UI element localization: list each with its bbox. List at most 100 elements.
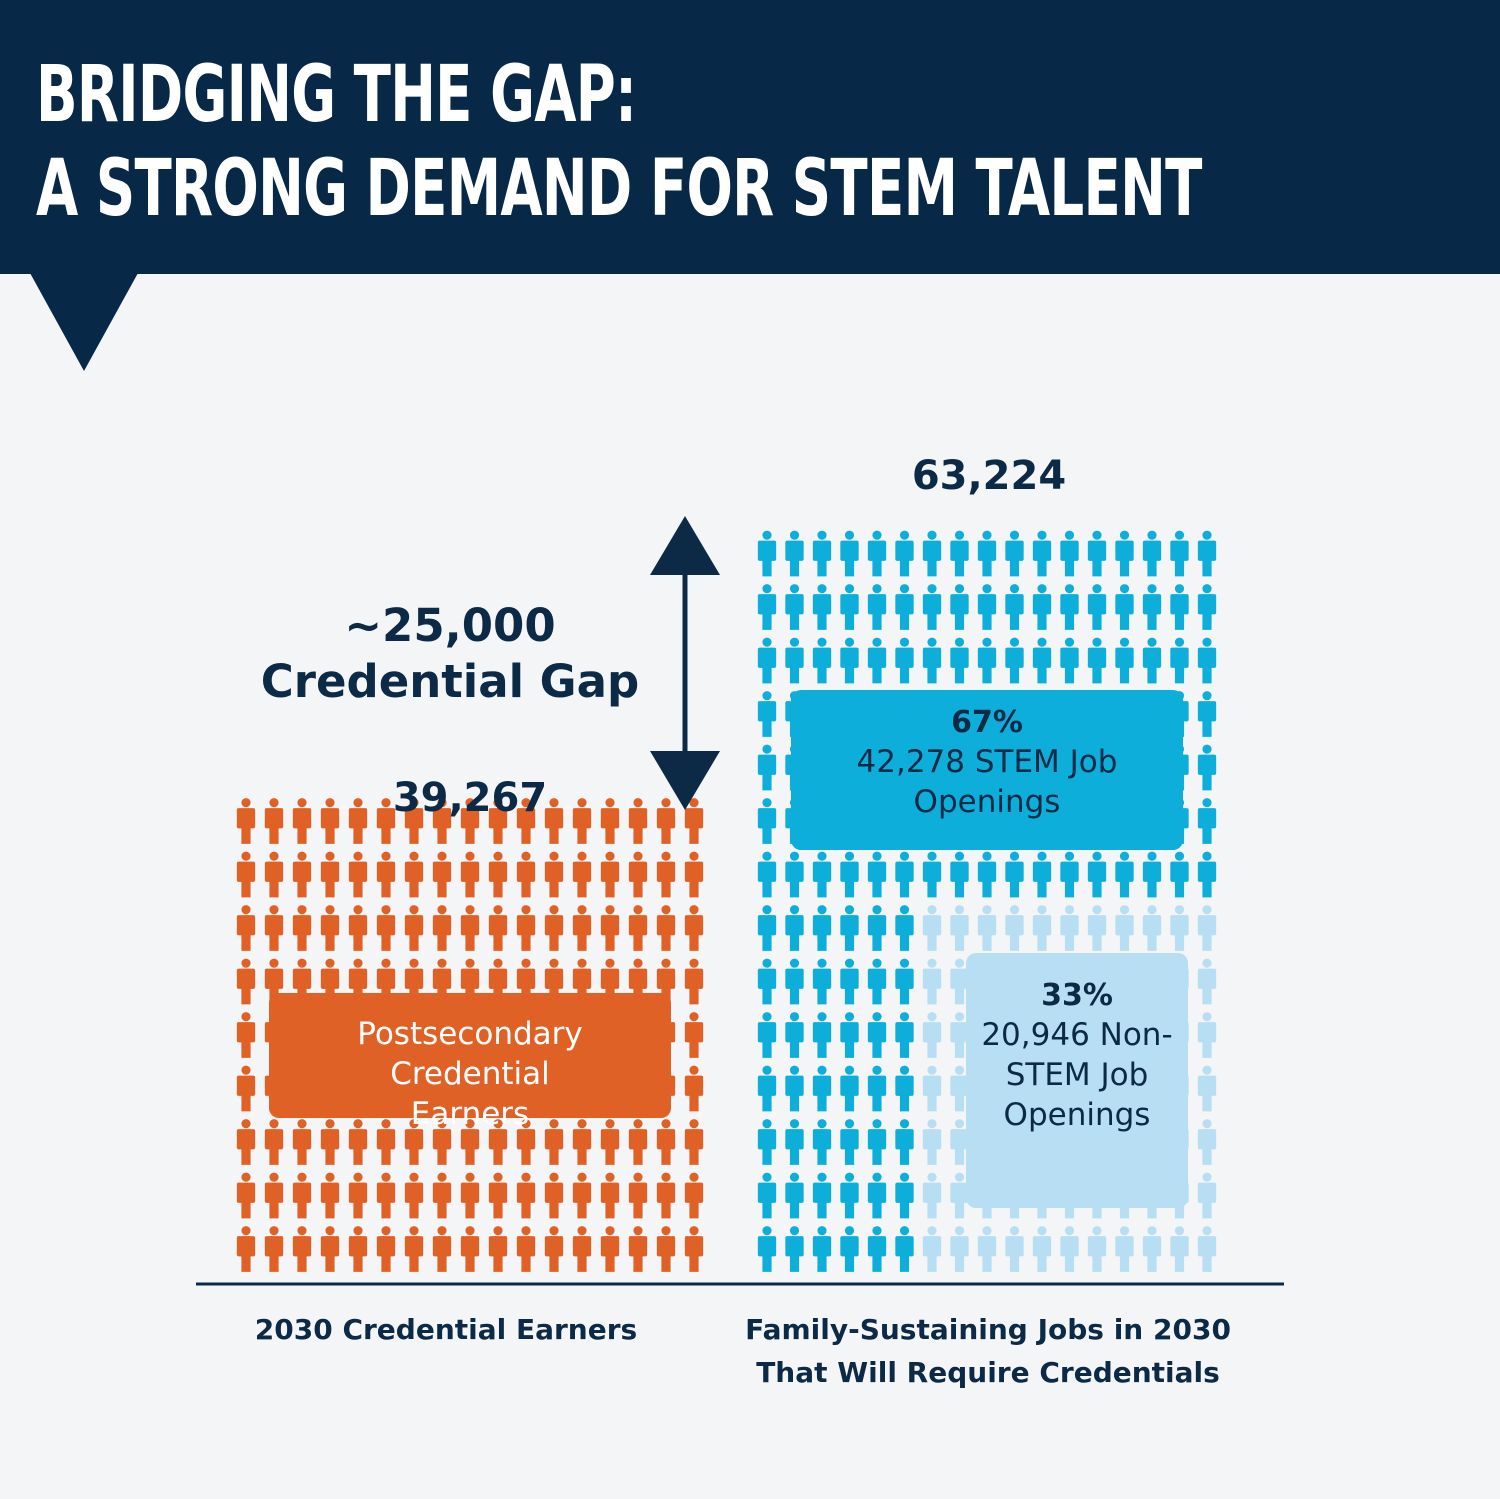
job-opening-person-icon [950, 1226, 969, 1272]
job-opening-person-icon [840, 1012, 859, 1058]
job-opening-person-icon [785, 958, 804, 1005]
header-pointer [30, 273, 138, 371]
stem-description: 42,278 STEM Job Openings [856, 744, 1118, 820]
title-line-2: A STRONG DEMAND FOR STEM TALENT [36, 144, 1202, 234]
job-opening-person-icon [1197, 637, 1217, 684]
job-opening-person-icon [757, 744, 777, 791]
credential-earner-person-icon [600, 905, 620, 951]
credential-earner-person-icon [628, 798, 648, 844]
credential-earner-person-icon [544, 1172, 564, 1219]
header-banner: BRIDGING THE GAP: A STRONG DEMAND FOR ST… [0, 0, 1500, 274]
job-opening-person-icon [812, 1012, 832, 1058]
job-opening-person-icon [867, 637, 887, 684]
job-opening-person-icon [840, 905, 859, 951]
job-opening-person-icon [950, 851, 969, 898]
job-opening-person-icon [1170, 905, 1189, 951]
job-opening-person-icon [785, 1172, 804, 1219]
job-opening-person-icon [757, 905, 777, 951]
credential-earner-person-icon [544, 1226, 564, 1272]
job-opening-person-icon [1032, 905, 1052, 951]
job-opening-person-icon [785, 1226, 804, 1272]
job-opening-person-icon [1115, 851, 1134, 898]
credential-earner-person-icon [656, 1226, 676, 1272]
job-opening-person-icon [812, 1065, 832, 1112]
job-opening-person-icon [867, 530, 887, 577]
job-opening-person-icon [895, 1172, 914, 1219]
job-opening-person-icon [895, 1119, 914, 1165]
job-opening-person-icon [757, 1119, 777, 1165]
gap-amount: ~25,000 [344, 599, 556, 652]
job-opening-person-icon [757, 958, 777, 1005]
job-opening-person-icon [1060, 584, 1079, 630]
job-opening-person-icon [1197, 1065, 1217, 1112]
job-opening-person-icon [1115, 584, 1134, 630]
credential-earner-person-icon [236, 1172, 256, 1219]
job-opening-person-icon [1060, 637, 1079, 684]
credential-earner-person-icon [572, 1226, 592, 1272]
credential-earner-person-icon [544, 851, 564, 898]
gap-arrow [650, 516, 720, 810]
job-opening-person-icon [812, 958, 832, 1005]
job-opening-person-icon [1060, 905, 1079, 951]
title-line-1: BRIDGING THE GAP: [36, 50, 637, 140]
job-opening-person-icon [895, 1226, 914, 1272]
credential-earner-person-icon [656, 905, 676, 951]
job-opening-person-icon [1197, 851, 1217, 898]
credential-earner-person-icon [236, 1119, 256, 1165]
job-opening-person-icon [1197, 1119, 1217, 1165]
gap-arrow-head-down [650, 751, 720, 810]
credential-earner-person-icon [404, 1172, 424, 1219]
job-opening-person-icon [757, 798, 777, 844]
job-opening-person-icon [785, 851, 804, 898]
job-opening-person-icon [1142, 584, 1162, 630]
credential-earner-person-icon [460, 851, 480, 898]
stem-segment-label: 67% 42,278 STEM Job Openings [791, 690, 1183, 850]
job-opening-person-icon [840, 637, 859, 684]
credential-earner-person-icon [432, 851, 452, 898]
job-opening-person-icon [812, 1119, 832, 1165]
credential-earner-person-icon [320, 851, 340, 898]
job-opening-person-icon [785, 1012, 804, 1058]
job-opening-person-icon [1005, 637, 1024, 684]
credential-earner-person-icon [376, 851, 396, 898]
job-opening-person-icon [867, 1012, 887, 1058]
credential-earner-person-icon [656, 851, 676, 898]
job-opening-person-icon [785, 584, 804, 630]
job-opening-person-icon [1170, 584, 1189, 630]
job-opening-person-icon [1170, 637, 1189, 684]
credential-earner-person-icon [264, 1226, 284, 1272]
job-opening-person-icon [1197, 1172, 1217, 1219]
job-opening-person-icon [757, 1012, 777, 1058]
credential-earner-person-icon [320, 1172, 340, 1219]
credential-earner-person-icon [348, 905, 368, 951]
credential-earners-label: Postsecondary Credential Earners [269, 993, 671, 1132]
credential-earner-person-icon [628, 851, 648, 898]
job-opening-person-icon [840, 958, 859, 1005]
credential-earner-person-icon [292, 798, 312, 844]
job-opening-person-icon [922, 1119, 942, 1165]
credential-earner-person-icon [516, 1172, 536, 1219]
credential-earner-person-icon [264, 851, 284, 898]
job-opening-person-icon [1197, 584, 1217, 630]
job-opening-person-icon [757, 530, 777, 577]
job-opening-person-icon [812, 637, 832, 684]
job-opening-person-icon [1087, 905, 1107, 951]
job-opening-person-icon [1197, 905, 1217, 951]
job-opening-person-icon [840, 530, 859, 577]
credential-earner-person-icon [488, 851, 508, 898]
credential-earner-person-icon [292, 1226, 312, 1272]
job-opening-person-icon [867, 958, 887, 1005]
credential-earner-person-icon [404, 1226, 424, 1272]
job-opening-person-icon [895, 637, 914, 684]
job-opening-person-icon [757, 1226, 777, 1272]
job-opening-person-icon [1032, 584, 1052, 630]
credential-earner-person-icon [432, 1172, 452, 1219]
credential-earners-total: 39,267 [392, 775, 548, 821]
stem-pct: 67% [951, 705, 1023, 740]
job-opening-person-icon [977, 905, 997, 951]
credential-earner-person-icon [684, 1226, 704, 1272]
job-opening-person-icon [1087, 851, 1107, 898]
job-opening-person-icon [922, 1172, 942, 1219]
job-opening-person-icon [867, 1172, 887, 1219]
credential-earner-person-icon [236, 798, 256, 844]
